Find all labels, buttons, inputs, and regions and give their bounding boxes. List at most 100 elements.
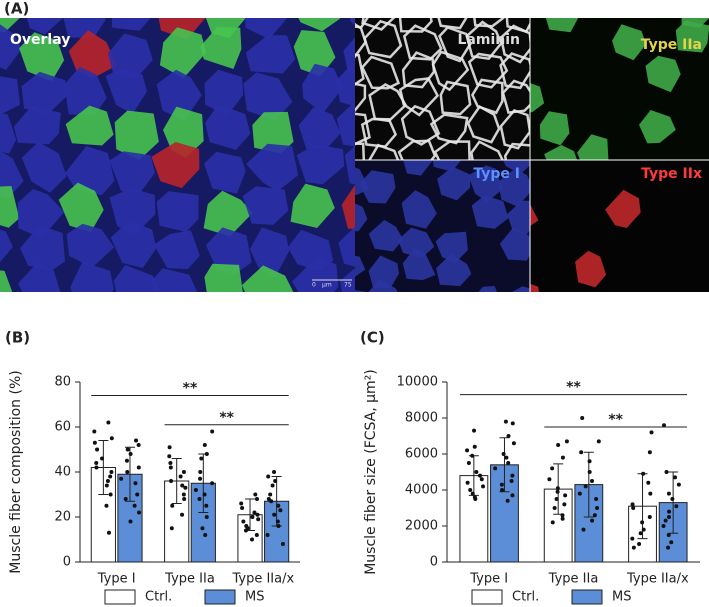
error-bar bbox=[124, 446, 135, 502]
legend-swatch bbox=[104, 589, 136, 605]
fiber bbox=[433, 140, 471, 160]
legend-label: Ctrl. bbox=[512, 590, 539, 605]
data-point bbox=[504, 455, 509, 460]
fiber bbox=[66, 223, 115, 268]
fiber bbox=[205, 227, 252, 275]
data-point bbox=[106, 530, 111, 535]
fiber bbox=[438, 25, 472, 63]
data-point bbox=[204, 515, 209, 519]
fiber bbox=[530, 283, 539, 292]
data-point bbox=[630, 536, 635, 541]
fiber bbox=[241, 265, 294, 292]
fiber bbox=[0, 270, 13, 292]
micrographs bbox=[0, 18, 709, 292]
fiber bbox=[293, 30, 336, 77]
data-point bbox=[564, 439, 569, 444]
data-point bbox=[667, 509, 672, 514]
fiber bbox=[245, 18, 287, 40]
data-point bbox=[630, 502, 635, 507]
fiber bbox=[252, 111, 294, 154]
data-point bbox=[555, 489, 560, 494]
fiber bbox=[512, 286, 530, 292]
data-point bbox=[592, 513, 597, 518]
error-bar bbox=[171, 458, 182, 504]
data-point bbox=[136, 465, 141, 470]
fiber bbox=[355, 290, 365, 292]
data-point bbox=[477, 473, 482, 478]
data-point bbox=[181, 492, 186, 497]
data-point bbox=[202, 492, 207, 497]
fiber bbox=[107, 33, 153, 79]
legend-swatch bbox=[204, 589, 236, 605]
data-point bbox=[590, 518, 595, 523]
fiber bbox=[63, 18, 106, 38]
data-point bbox=[94, 465, 99, 470]
scale-label: 75 bbox=[344, 282, 352, 289]
scale-label: 0 bbox=[312, 282, 316, 289]
fiber bbox=[530, 203, 539, 227]
data-point bbox=[465, 448, 470, 453]
significance-label: ** bbox=[566, 380, 581, 396]
image-label: Laminin bbox=[458, 32, 521, 48]
bar bbox=[264, 500, 290, 563]
significance-label: ** bbox=[183, 381, 198, 397]
data-point bbox=[128, 519, 133, 524]
data-point bbox=[563, 493, 568, 498]
data-point bbox=[268, 492, 273, 497]
data-point bbox=[202, 443, 207, 447]
panel-label: (B) bbox=[5, 329, 30, 347]
data-point bbox=[210, 429, 215, 434]
data-point bbox=[193, 488, 198, 492]
data-point bbox=[510, 493, 515, 498]
fiber bbox=[612, 24, 646, 61]
data-point bbox=[199, 456, 204, 461]
data-point bbox=[243, 528, 248, 533]
fiber bbox=[200, 26, 242, 69]
data-point bbox=[105, 479, 110, 483]
fiber bbox=[355, 82, 367, 113]
data-point bbox=[481, 484, 486, 489]
fiber bbox=[298, 18, 340, 32]
data-point bbox=[198, 470, 203, 474]
y-axis-label: Muscle fiber composition (%) bbox=[8, 370, 24, 573]
data-point bbox=[503, 419, 508, 424]
charts: (B) Muscle fiber composition (%) 0 20 40 60 80… bbox=[5, 329, 700, 605]
fiber bbox=[501, 79, 530, 114]
data-point bbox=[272, 470, 277, 474]
fiber bbox=[0, 186, 20, 228]
data-point bbox=[646, 480, 651, 485]
data-point bbox=[581, 527, 586, 532]
data-point bbox=[506, 461, 511, 465]
data-point bbox=[631, 506, 636, 510]
data-point bbox=[499, 482, 504, 487]
fiber bbox=[639, 110, 676, 144]
data-point bbox=[265, 533, 270, 537]
fiber bbox=[398, 227, 435, 258]
y-tick-label: 20 bbox=[54, 510, 71, 525]
data-point bbox=[125, 447, 130, 452]
fiber bbox=[358, 170, 396, 204]
data-point bbox=[254, 497, 259, 501]
y-tick-label: 0 bbox=[63, 555, 71, 570]
y-tick-label: 60 bbox=[54, 420, 71, 435]
data-point bbox=[550, 520, 555, 525]
fiber bbox=[113, 264, 161, 292]
fiber bbox=[497, 168, 530, 207]
fiber bbox=[355, 142, 366, 160]
data-point bbox=[550, 466, 555, 471]
data-point bbox=[95, 447, 100, 452]
data-point bbox=[94, 461, 99, 465]
data-point bbox=[135, 492, 140, 497]
data-point bbox=[661, 524, 666, 528]
fiber bbox=[539, 111, 570, 146]
fiber bbox=[70, 262, 114, 292]
fiber bbox=[204, 151, 246, 194]
fiber bbox=[401, 51, 436, 89]
data-point bbox=[252, 510, 257, 515]
fiber bbox=[249, 227, 290, 279]
data-point bbox=[509, 479, 514, 483]
data-point bbox=[472, 428, 477, 433]
fiber bbox=[18, 261, 61, 292]
data-point bbox=[579, 450, 584, 455]
fiber bbox=[499, 227, 530, 261]
